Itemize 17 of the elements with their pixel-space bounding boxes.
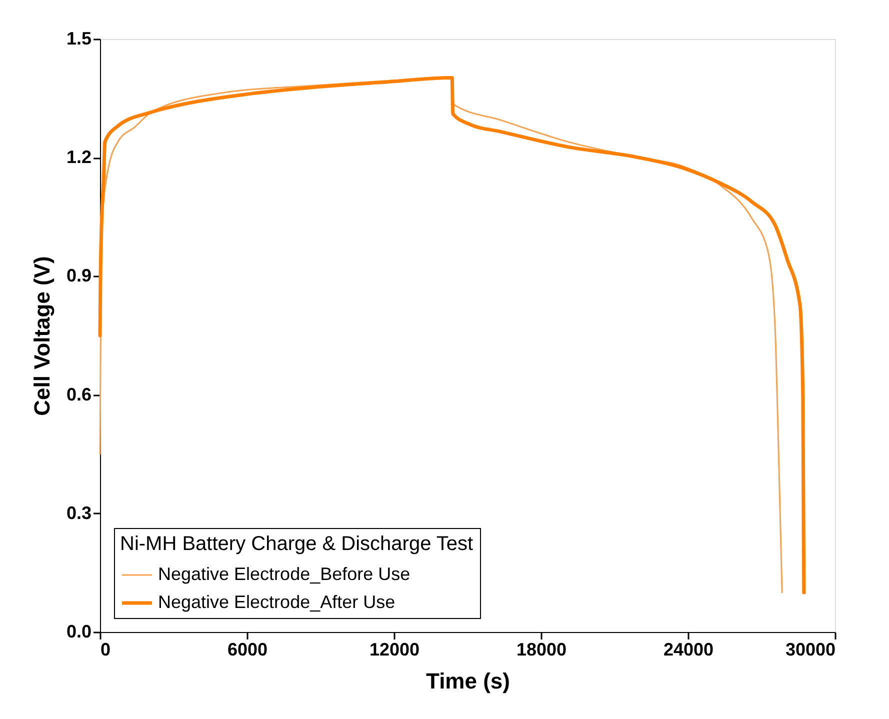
y-tick-label: 0.6: [66, 384, 92, 404]
legend-label: Negative Electrode_After Use: [158, 592, 396, 612]
y-tick-label: 0.0: [66, 622, 92, 642]
y-tick-label: 1.5: [66, 28, 92, 48]
legend-title: Ni-MH Battery Charge & Discharge Test: [120, 533, 474, 555]
legend-label: Negative Electrode_Before Use: [158, 564, 410, 584]
x-tick-label: 12000: [369, 640, 420, 660]
x-tick-label: 6000: [227, 640, 268, 660]
x-axis-title: Time (s): [426, 668, 510, 694]
x-tick-label: 30000: [785, 640, 836, 660]
y-tick-label: 0.3: [66, 502, 92, 523]
y-tick-label: 0.9: [66, 266, 92, 286]
x-tick-label: 0: [100, 640, 111, 660]
y-axis-title: Cell Voltage (V): [29, 256, 54, 416]
y-tick-label: 1.2: [66, 147, 92, 168]
x-tick-label: 18000: [516, 640, 567, 660]
x-tick-label: 24000: [663, 640, 714, 660]
